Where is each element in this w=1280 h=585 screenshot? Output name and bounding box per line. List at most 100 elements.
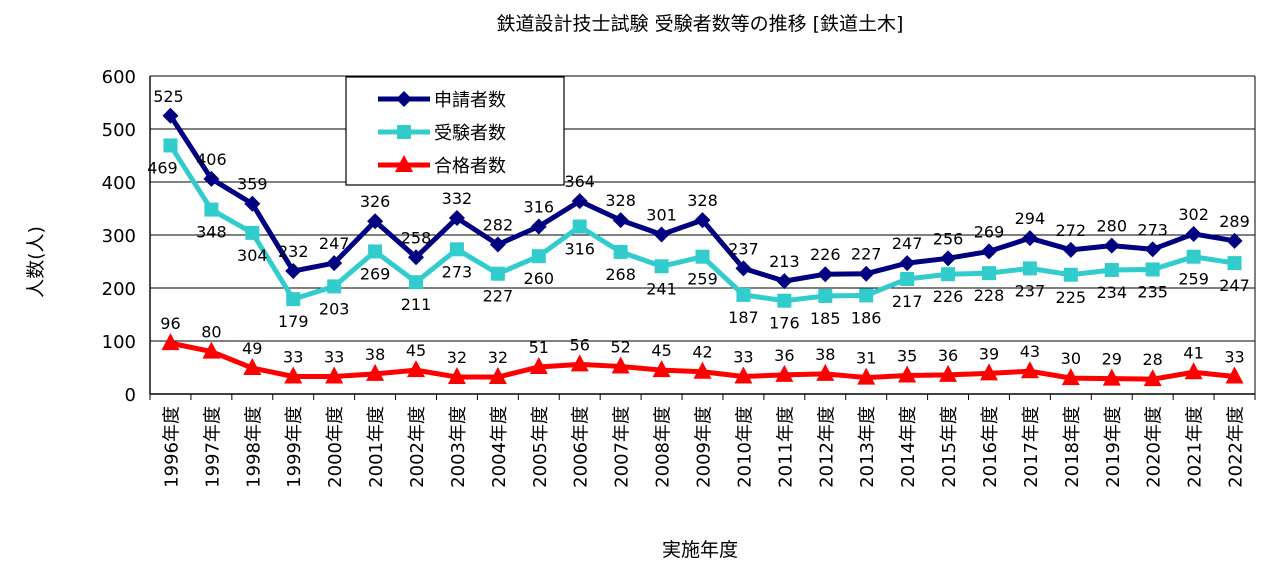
examinees-data-label: 179 xyxy=(278,312,309,331)
applicants-marker xyxy=(489,236,506,253)
passers-data-label: 51 xyxy=(529,338,549,357)
passers-data-label: 39 xyxy=(979,344,999,363)
passers-data-label: 33 xyxy=(324,348,344,367)
applicants-marker xyxy=(1062,241,1079,258)
examinees-marker xyxy=(1145,262,1160,277)
y-tick-label: 200 xyxy=(102,279,136,300)
examinees-marker xyxy=(531,249,546,264)
examinees-data-label: 187 xyxy=(728,308,759,327)
x-tick-label: 2019年度 xyxy=(1103,406,1124,488)
examinees-data-label: 259 xyxy=(687,270,718,289)
examinees-marker xyxy=(777,293,792,308)
x-tick-label: 2022年度 xyxy=(1226,406,1247,488)
applicants-data-label: 289 xyxy=(1219,212,1250,231)
legend-swatch-marker xyxy=(396,91,412,107)
x-tick-label: 2015年度 xyxy=(939,406,960,488)
applicants-data-label: 269 xyxy=(974,222,1005,241)
passers-marker xyxy=(652,360,671,378)
applicants-data-label: 328 xyxy=(687,191,718,210)
applicants-data-label: 280 xyxy=(1096,217,1127,236)
applicants-marker xyxy=(858,265,875,282)
applicants-marker xyxy=(1103,237,1120,254)
applicants-marker xyxy=(203,170,220,187)
applicants-marker xyxy=(326,255,343,272)
passers-marker xyxy=(979,363,998,381)
passers-data-label: 45 xyxy=(651,341,671,360)
examinees-marker xyxy=(654,259,669,274)
examinees-data-label: 176 xyxy=(769,314,800,333)
passers-data-label: 41 xyxy=(1183,343,1203,362)
x-tick-label: 2003年度 xyxy=(448,406,469,488)
plot-area: 0 100 200 300 400 500 600 1996年度 1997年度 1998年度 199… xyxy=(102,67,1256,488)
passers-data-label: 38 xyxy=(815,345,835,364)
examinees-marker xyxy=(490,266,505,281)
applicants-marker xyxy=(285,263,302,280)
examinees-marker xyxy=(163,138,178,153)
examinees-data-label: 217 xyxy=(892,292,923,311)
x-tick-label: 2017年度 xyxy=(1021,406,1042,488)
applicants-marker xyxy=(367,213,384,230)
examinees-data-label: 211 xyxy=(401,295,432,314)
passers-marker xyxy=(734,366,753,384)
examinees-data-label: 247 xyxy=(1219,276,1250,295)
applicants-data-label: 282 xyxy=(483,216,514,235)
examinees-data-label: 185 xyxy=(810,309,841,328)
applicants-marker xyxy=(612,212,629,229)
applicants-marker xyxy=(817,266,834,283)
examinees-marker xyxy=(1227,256,1242,271)
passers-data-label: 80 xyxy=(201,323,221,342)
passers-data-label: 45 xyxy=(406,341,426,360)
examinees-marker xyxy=(859,288,874,303)
passers-data-label: 28 xyxy=(1143,350,1163,369)
examinees-data-label: 235 xyxy=(1137,282,1168,301)
applicants-marker xyxy=(530,218,547,235)
examinees-data-label: 469 xyxy=(147,158,178,177)
y-tick-label: 300 xyxy=(102,226,136,247)
x-tick-label: 2013年度 xyxy=(857,406,878,488)
applicants-data-label: 232 xyxy=(278,242,309,261)
examinees-data-label: 259 xyxy=(1178,270,1209,289)
y-tick-label: 600 xyxy=(102,67,136,88)
legend-item-applicants: 申請者数 xyxy=(378,90,506,111)
passers-marker xyxy=(1143,369,1162,387)
x-tick-label: 2001年度 xyxy=(366,406,387,488)
applicants-marker xyxy=(653,226,670,243)
applicants-marker xyxy=(694,212,711,229)
x-axis-label: 実施年度 xyxy=(662,539,738,561)
passers-data-label: 29 xyxy=(1102,350,1122,369)
applicants-data-label: 326 xyxy=(360,192,391,211)
applicants-data-label: 272 xyxy=(1056,221,1087,240)
passers-marker xyxy=(939,364,958,382)
passers-marker xyxy=(407,360,426,378)
passers-marker xyxy=(243,358,262,376)
examinees-marker xyxy=(818,288,833,303)
applicants-data-label: 273 xyxy=(1137,220,1168,239)
passers-marker xyxy=(529,356,548,374)
legend-label: 合格者数 xyxy=(434,156,506,177)
applicants-data-label: 332 xyxy=(442,189,473,208)
x-tick-label: 1996年度 xyxy=(161,406,182,488)
applicants-data-label: 364 xyxy=(564,172,595,191)
passers-data-label: 43 xyxy=(1020,342,1040,361)
applicants-marker xyxy=(1021,230,1038,247)
examinees-data-label: 348 xyxy=(196,223,227,242)
applicants-data-label: 226 xyxy=(810,245,841,264)
passers-data-label: 33 xyxy=(1224,348,1244,367)
applicants-data-label: 247 xyxy=(319,234,350,253)
applicants-marker xyxy=(980,243,997,260)
examinees-data-label: 269 xyxy=(360,264,391,283)
passers-marker xyxy=(1184,362,1203,380)
x-tick-label: 2021年度 xyxy=(1185,406,1206,488)
applicants-data-label: 227 xyxy=(851,245,882,264)
examinees-marker xyxy=(572,219,587,234)
applicants-data-label: 359 xyxy=(237,175,268,194)
x-tick-label: 2002年度 xyxy=(407,406,428,488)
passers-marker xyxy=(202,341,221,359)
passers-data-label: 31 xyxy=(856,349,876,368)
applicants-data-label: 258 xyxy=(401,228,432,247)
examinees-data-label: 316 xyxy=(564,240,595,259)
applicants-marker xyxy=(408,249,425,266)
y-tick-label: 400 xyxy=(102,173,136,194)
applicants-marker xyxy=(244,195,261,212)
passers-marker xyxy=(447,367,466,385)
